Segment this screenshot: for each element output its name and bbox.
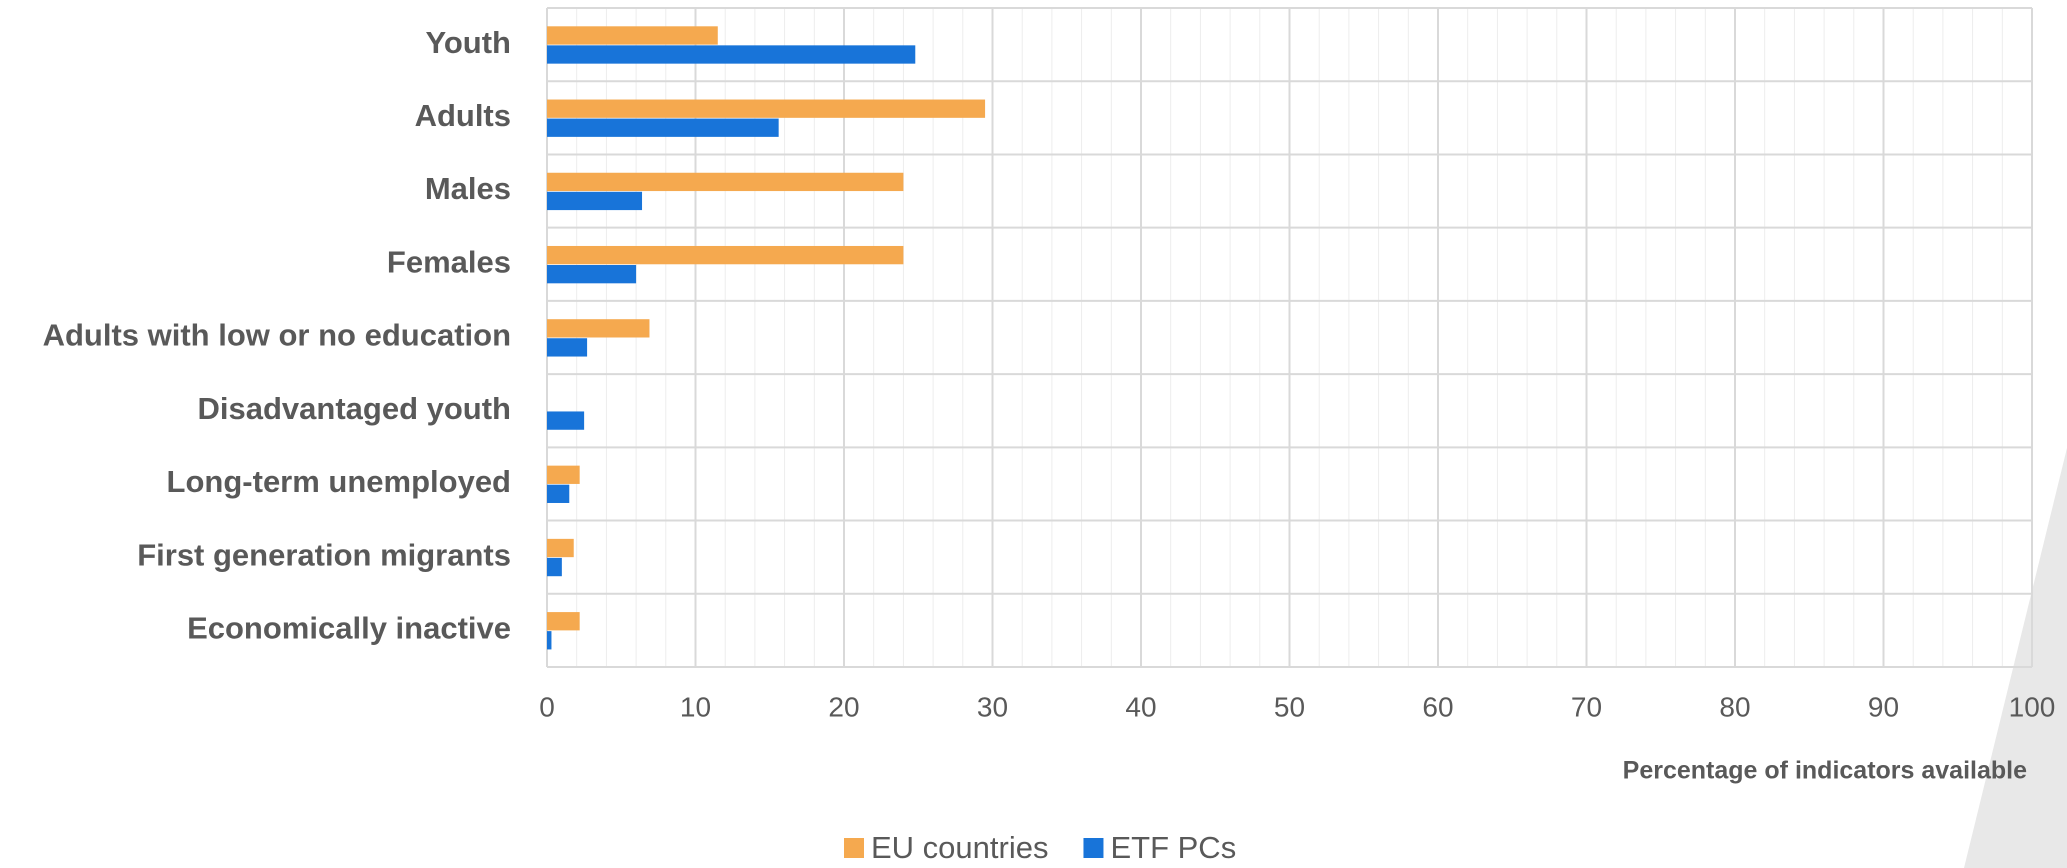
marks xyxy=(547,26,986,650)
category-label: Youth xyxy=(425,25,511,60)
legend-swatch xyxy=(844,838,864,858)
category-label: Long-term unemployed xyxy=(167,464,511,499)
bar xyxy=(547,26,718,45)
bar xyxy=(547,319,650,338)
decor-triangle xyxy=(1964,448,2067,868)
x-axis-title: Percentage of indicators available xyxy=(1623,757,2027,785)
category-label: Adults xyxy=(415,98,511,133)
x-tick-label: 10 xyxy=(680,691,711,722)
x-tick-label: 0 xyxy=(539,691,555,722)
x-tick-label: 50 xyxy=(1274,691,1305,722)
bar xyxy=(547,465,580,484)
x-tick-label: 80 xyxy=(1719,691,1750,722)
category-label: Adults with low or no education xyxy=(43,318,511,353)
category-label: Economically inactive xyxy=(187,611,511,646)
x-tick-label: 60 xyxy=(1422,691,1453,722)
bar xyxy=(547,557,562,577)
bar xyxy=(547,99,986,118)
category-label: Disadvantaged youth xyxy=(198,391,512,426)
legend-label: EU countries xyxy=(871,830,1048,865)
bar xyxy=(547,172,904,192)
x-tick-label: 30 xyxy=(977,691,1008,722)
bar xyxy=(547,411,585,430)
bar xyxy=(547,191,643,211)
bar xyxy=(547,245,904,265)
legend-label: ETF PCs xyxy=(1110,830,1236,865)
x-tick-label: 70 xyxy=(1571,691,1602,722)
bar xyxy=(547,631,552,650)
bar xyxy=(547,265,637,284)
category-label: First generation migrants xyxy=(137,537,511,572)
category-label: Females xyxy=(387,244,511,279)
x-tick-label: 100 xyxy=(2009,691,2056,722)
x-tick-label: 40 xyxy=(1125,691,1156,722)
bar xyxy=(547,484,570,503)
bar xyxy=(547,338,588,357)
x-tick-label: 20 xyxy=(828,691,859,722)
x-tick-label: 90 xyxy=(1868,691,1899,722)
bar xyxy=(547,612,580,631)
category-label: Males xyxy=(425,171,511,206)
bar xyxy=(547,538,574,558)
legend-swatch xyxy=(1083,838,1104,858)
bar xyxy=(547,45,916,64)
bar xyxy=(547,118,779,137)
